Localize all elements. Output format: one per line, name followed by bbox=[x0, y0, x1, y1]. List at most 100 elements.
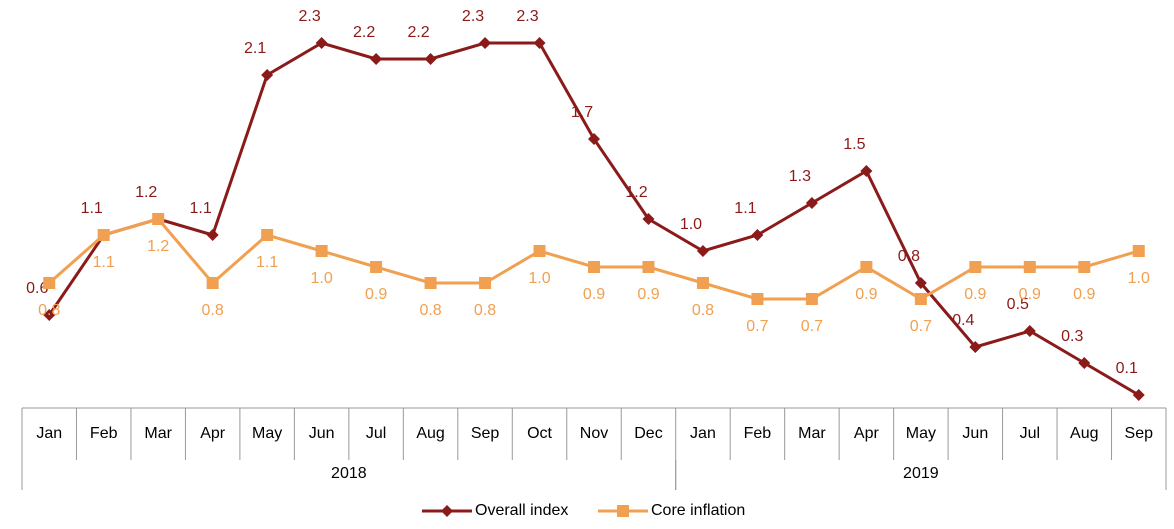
x-tick-label: Apr bbox=[200, 425, 226, 442]
marker bbox=[696, 277, 709, 289]
data-label: 0.9 bbox=[365, 286, 387, 303]
marker bbox=[860, 261, 873, 273]
data-label: 1.1 bbox=[93, 254, 115, 271]
data-label: 0.9 bbox=[855, 286, 877, 303]
data-label: 0.8 bbox=[38, 302, 60, 319]
legend-label: Core inflation bbox=[651, 502, 745, 519]
data-label: 0.8 bbox=[202, 302, 224, 319]
x-tick-label: Nov bbox=[580, 425, 608, 442]
data-label: 0.7 bbox=[746, 318, 768, 335]
x-tick-label: Sep bbox=[1125, 425, 1154, 442]
x-tick-label: Feb bbox=[744, 425, 772, 442]
data-label: 0.5 bbox=[1007, 296, 1029, 313]
data-label: 0.7 bbox=[801, 318, 823, 335]
data-label: 2.3 bbox=[516, 8, 538, 25]
marker bbox=[424, 53, 437, 65]
x-tick-label: Dec bbox=[634, 425, 662, 442]
marker bbox=[97, 229, 110, 241]
data-label: 0.8 bbox=[419, 302, 441, 319]
data-label: 1.1 bbox=[256, 254, 278, 271]
x-tick-label: Mar bbox=[798, 425, 826, 442]
marker bbox=[751, 293, 764, 305]
data-label: 0.7 bbox=[910, 318, 932, 335]
marker bbox=[370, 53, 383, 65]
data-label: 2.1 bbox=[244, 40, 266, 57]
marker bbox=[533, 245, 546, 257]
marker bbox=[914, 277, 927, 289]
x-tick-label: Mar bbox=[144, 425, 172, 442]
marker bbox=[751, 229, 764, 241]
data-label: 0.3 bbox=[1061, 328, 1083, 345]
legend-label: Overall index bbox=[475, 502, 568, 519]
x-tick-label: Aug bbox=[1070, 425, 1098, 442]
data-label: 1.0 bbox=[680, 216, 702, 233]
marker bbox=[479, 277, 492, 289]
data-label: 0.1 bbox=[1116, 360, 1138, 377]
data-label: 1.1 bbox=[190, 200, 212, 217]
data-label: 0.6 bbox=[26, 280, 48, 297]
marker bbox=[479, 37, 492, 49]
data-label: 2.3 bbox=[462, 8, 484, 25]
x-tick-label: Jun bbox=[962, 425, 988, 442]
marker bbox=[860, 165, 873, 177]
x-tick-label: Oct bbox=[527, 425, 552, 442]
data-label: 1.0 bbox=[528, 270, 550, 287]
data-label: 0.9 bbox=[964, 286, 986, 303]
data-label: 1.2 bbox=[135, 184, 157, 201]
marker bbox=[1078, 357, 1091, 369]
marker bbox=[969, 341, 982, 353]
data-label: 2.2 bbox=[353, 24, 375, 41]
data-label: 1.2 bbox=[147, 238, 169, 255]
marker bbox=[261, 69, 274, 81]
marker bbox=[370, 261, 383, 273]
x-tick-label: Apr bbox=[854, 425, 880, 442]
data-label: 1.5 bbox=[843, 136, 865, 153]
marker bbox=[43, 309, 56, 321]
marker bbox=[533, 37, 546, 49]
marker bbox=[914, 293, 927, 305]
marker bbox=[1023, 325, 1036, 337]
marker bbox=[1078, 261, 1091, 273]
data-label: 0.4 bbox=[952, 312, 974, 329]
marker bbox=[315, 37, 328, 49]
data-label: 0.9 bbox=[583, 286, 605, 303]
marker bbox=[642, 261, 655, 273]
data-label: 2.2 bbox=[407, 24, 429, 41]
data-label: 0.8 bbox=[898, 248, 920, 265]
marker bbox=[152, 213, 165, 225]
marker bbox=[43, 277, 56, 289]
marker bbox=[206, 229, 219, 241]
group-label: 2018 bbox=[331, 465, 367, 482]
marker bbox=[1132, 245, 1145, 257]
marker bbox=[642, 213, 655, 225]
data-label: 0.8 bbox=[692, 302, 714, 319]
marker bbox=[588, 261, 600, 273]
x-tick-label: May bbox=[906, 425, 936, 442]
marker bbox=[261, 229, 274, 241]
x-tick-label: Jan bbox=[690, 425, 716, 442]
x-tick-label: May bbox=[252, 425, 282, 442]
x-tick-label: Jul bbox=[366, 425, 386, 442]
legend-marker bbox=[441, 505, 453, 517]
data-label: 0.9 bbox=[1019, 286, 1041, 303]
x-tick-label: Feb bbox=[90, 425, 118, 442]
marker bbox=[969, 261, 982, 273]
marker bbox=[206, 277, 219, 289]
marker bbox=[1132, 389, 1145, 401]
data-label: 0.9 bbox=[1073, 286, 1095, 303]
marker bbox=[1023, 261, 1036, 273]
marker bbox=[315, 245, 328, 257]
marker bbox=[588, 133, 600, 145]
data-label: 1.2 bbox=[625, 184, 647, 201]
marker bbox=[805, 293, 818, 305]
data-label: 2.3 bbox=[298, 8, 320, 25]
x-tick-label: Aug bbox=[416, 425, 444, 442]
group-label: 2019 bbox=[903, 465, 939, 482]
data-label: 1.3 bbox=[789, 168, 811, 185]
marker bbox=[805, 197, 818, 209]
marker bbox=[696, 245, 709, 257]
data-label: 1.0 bbox=[1128, 270, 1150, 287]
x-tick-label: Jan bbox=[36, 425, 62, 442]
